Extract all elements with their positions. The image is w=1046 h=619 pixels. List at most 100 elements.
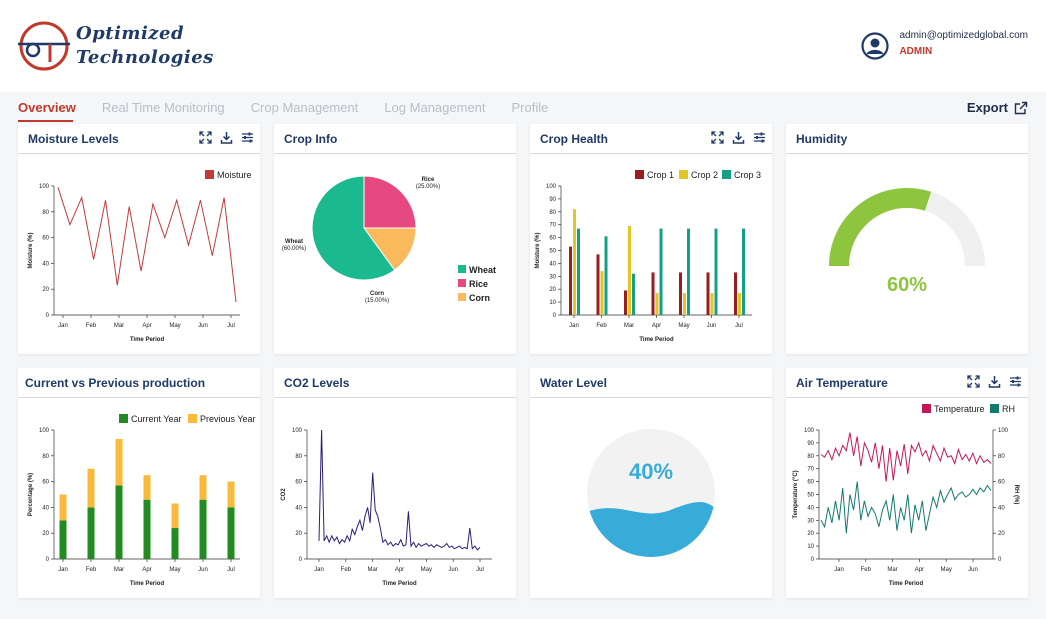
x-tick-label: Jun — [198, 323, 208, 329]
bar-crop-1 — [679, 272, 682, 315]
tab-log-management[interactable]: Log Management — [384, 100, 486, 115]
x-tick-label: Apr — [652, 323, 661, 329]
y-tick-label: 20 — [295, 531, 302, 537]
x-tick-label: Jul — [227, 323, 235, 329]
x-tick-label: Jun — [968, 567, 978, 573]
y-tick-label: 30 — [807, 518, 814, 524]
x-tick-label: Jan — [834, 567, 844, 573]
download-icon[interactable] — [220, 131, 233, 144]
legend-swatch — [922, 404, 931, 413]
bar-current-year — [227, 507, 235, 559]
bar-crop-1 — [651, 272, 655, 315]
filter-settings-icon[interactable] — [753, 131, 766, 144]
x-tick-label: Jun — [707, 323, 717, 329]
legend-swatch — [188, 414, 197, 423]
y-tick-label: 80 — [295, 454, 302, 460]
bar-current-year — [87, 507, 95, 559]
x-axis-title: Time Period — [382, 581, 417, 587]
y2-tick-label: 40 — [998, 505, 1005, 511]
expand-icon[interactable] — [199, 131, 212, 144]
legend-label: Rice — [469, 279, 488, 289]
water-fill — [587, 502, 715, 557]
tab-overview[interactable]: Overview — [18, 100, 76, 115]
pie-percentage: (60.00%) — [282, 246, 306, 252]
x-tick-label: Apr — [395, 567, 404, 573]
bar-crop-2 — [655, 293, 659, 315]
x-tick-label: Feb — [596, 323, 607, 329]
y-tick-label: 20 — [42, 531, 49, 537]
company-logo — [18, 21, 70, 71]
x-tick-label: Apr — [142, 323, 151, 329]
filter-settings-icon[interactable] — [1009, 375, 1022, 388]
y-tick-label: 70 — [807, 467, 814, 473]
x-tick-label: Jul — [476, 567, 484, 573]
moisture-line — [57, 187, 237, 303]
tab-crop-management[interactable]: Crop Management — [250, 100, 359, 115]
x-axis-title: Time Period — [639, 337, 674, 343]
card-header: Crop Info — [274, 124, 516, 154]
legend-swatch — [205, 170, 214, 179]
tab-real-time-monitoring[interactable]: Real Time Monitoring — [101, 100, 225, 115]
bar-crop-3 — [659, 228, 663, 315]
card-title: Air Temperature — [796, 376, 888, 390]
gauge-fill — [829, 187, 932, 266]
card-header: Air Temperature — [786, 368, 1028, 398]
expand-icon[interactable] — [711, 131, 724, 144]
y2-tick-label: 60 — [998, 480, 1005, 486]
y-tick-label: 80 — [42, 210, 49, 216]
x-axis-title: Time Period — [130, 581, 165, 587]
filter-settings-icon[interactable] — [241, 131, 254, 144]
y2-tick-label: 0 — [998, 557, 1002, 563]
production-chart: 0 20 40 60 80 100 Time Period Percentage (%) Jan… — [28, 414, 256, 587]
user-avatar-icon[interactable] — [861, 32, 890, 60]
y-tick-label: 60 — [295, 480, 302, 486]
y-tick-label: 60 — [42, 480, 49, 486]
air-temperature-chart: 0 10 20 30 40 50 60 70 80 90 100 Time Period Tempera… — [793, 404, 1019, 587]
humidity-card: Humidity 60% — [786, 124, 1028, 354]
y-tick-label: 90 — [549, 197, 556, 203]
legend-swatch — [458, 265, 466, 273]
y-tick-label: 100 — [39, 184, 50, 190]
bar-crop-3 — [714, 228, 718, 315]
y-tick-label: 0 — [553, 313, 557, 319]
card-title: Crop Health — [540, 132, 609, 146]
legend-label: RH — [1002, 404, 1015, 414]
y-tick-label: 20 — [807, 531, 814, 537]
user-menu[interactable]: admin@optimizedglobal.com ADMIN — [861, 30, 1028, 60]
card-title: Humidity — [796, 132, 848, 146]
pie-label: Wheat — [285, 239, 303, 245]
card-title: Crop Info — [284, 132, 338, 146]
legend-label: Moisture — [217, 170, 252, 180]
card-toolbar — [199, 131, 254, 144]
y2-tick-label: 20 — [998, 531, 1005, 537]
legend-label: Crop 1 — [647, 170, 674, 180]
moisture-levels-card: Moisture Levels 0 20 40 60 80 100 Time Period M… — [18, 124, 260, 354]
legend-label: Corn — [469, 293, 490, 303]
bar-crop-2 — [573, 209, 576, 315]
y-tick-label: 10 — [549, 300, 556, 306]
expand-icon[interactable] — [967, 375, 980, 388]
bar-crop-3 — [687, 228, 690, 315]
humidity-gauge — [829, 187, 985, 266]
legend-label: Previous Year — [200, 414, 256, 424]
x-axis-title: Time Period — [889, 581, 924, 587]
bar-current-year — [199, 499, 207, 559]
y-tick-label: 40 — [549, 261, 556, 267]
legend-swatch — [458, 279, 466, 287]
legend-label: Crop 3 — [734, 170, 761, 180]
bar-crop-3 — [604, 236, 608, 315]
tab-profile[interactable]: Profile — [511, 100, 549, 115]
y-axis-title: Percentage (%) — [28, 473, 34, 516]
bar-crop-2 — [628, 225, 631, 315]
y-tick-label: 40 — [42, 261, 49, 267]
air-temperature-card: Air Temperature 0 10 20 30 40 50 60 70 80 90 100 Ti… — [786, 368, 1028, 598]
bar-current-year — [143, 499, 151, 559]
export-label: Export — [966, 100, 1008, 115]
bar-crop-2 — [710, 293, 714, 315]
x-tick-label: Mar — [114, 567, 124, 573]
download-icon[interactable] — [988, 375, 1001, 388]
y-tick-label: 0 — [811, 557, 815, 563]
y-tick-label: 100 — [804, 428, 815, 434]
download-icon[interactable] — [732, 131, 745, 144]
export-button[interactable]: Export — [967, 100, 1028, 115]
